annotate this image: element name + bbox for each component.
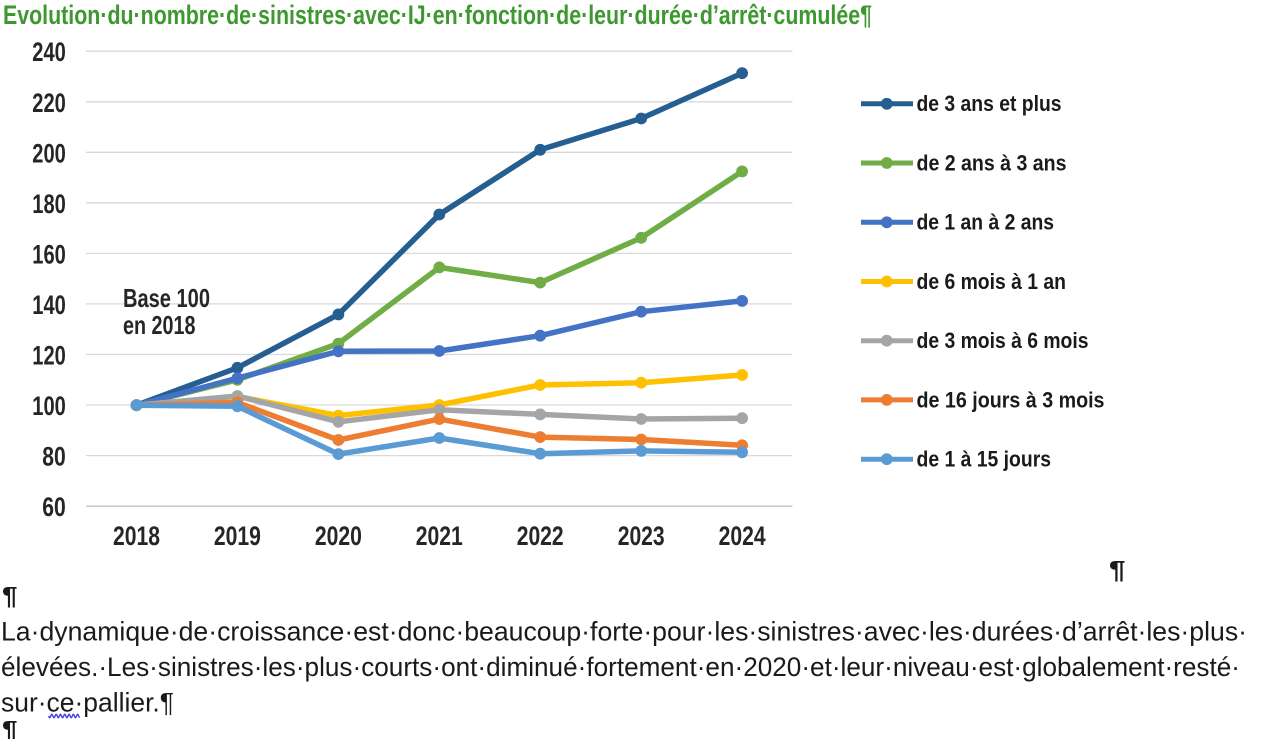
svg-text:2022: 2022	[517, 521, 564, 551]
svg-text:de 1 à 15 jours: de 1 à 15 jours	[917, 447, 1052, 472]
svg-text:200: 200	[32, 138, 66, 168]
svg-text:140: 140	[32, 290, 66, 320]
svg-text:100: 100	[32, 391, 66, 421]
svg-text:de 3 mois à 6 mois: de 3 mois à 6 mois	[917, 328, 1089, 353]
svg-text:¶: ¶	[2, 717, 18, 739]
svg-text:en 2018: en 2018	[123, 310, 196, 340]
svg-text:220: 220	[32, 88, 66, 118]
svg-text:¶: ¶	[1109, 557, 1126, 585]
svg-text:de 6 mois à 1 an: de 6 mois à 1 an	[917, 269, 1067, 294]
svg-text:élevées.·Les·sinistres·les·plu: élevées.·Les·sinistres·les·plus·courts·o…	[1, 652, 1240, 682]
svg-text:240: 240	[32, 37, 66, 67]
svg-text:2023: 2023	[618, 521, 665, 551]
svg-text:2020: 2020	[315, 521, 362, 551]
svg-text:Base 100: Base 100	[123, 283, 210, 313]
svg-text:La·dynamique·de·croissance·est: La·dynamique·de·croissance·est·donc·beau…	[1, 617, 1247, 647]
svg-text:de 2 ans à 3 ans: de 2 ans à 3 ans	[917, 150, 1067, 175]
svg-text:de 3 ans et plus: de 3 ans et plus	[917, 91, 1062, 116]
svg-text:de 1 an à 2 ans: de 1 an à 2 ans	[917, 210, 1055, 235]
svg-text:2019: 2019	[214, 521, 261, 551]
svg-text:160: 160	[32, 239, 66, 269]
svg-text:2021: 2021	[416, 521, 463, 551]
svg-text:de 16 jours à 3 mois: de 16 jours à 3 mois	[917, 387, 1105, 412]
svg-text:Evolution·du·nombre·de·sinistr: Evolution·du·nombre·de·sinistres·avec·IJ…	[3, 0, 872, 30]
svg-text:80: 80	[42, 442, 66, 472]
svg-text:60: 60	[42, 492, 66, 522]
svg-text:2018: 2018	[113, 521, 160, 551]
svg-text:180: 180	[32, 189, 66, 219]
svg-text:120: 120	[32, 341, 66, 371]
svg-text:¶: ¶	[2, 583, 18, 611]
svg-text:2024: 2024	[719, 521, 766, 551]
svg-text:sur·ce·pallier.¶: sur·ce·pallier.¶	[1, 687, 174, 717]
